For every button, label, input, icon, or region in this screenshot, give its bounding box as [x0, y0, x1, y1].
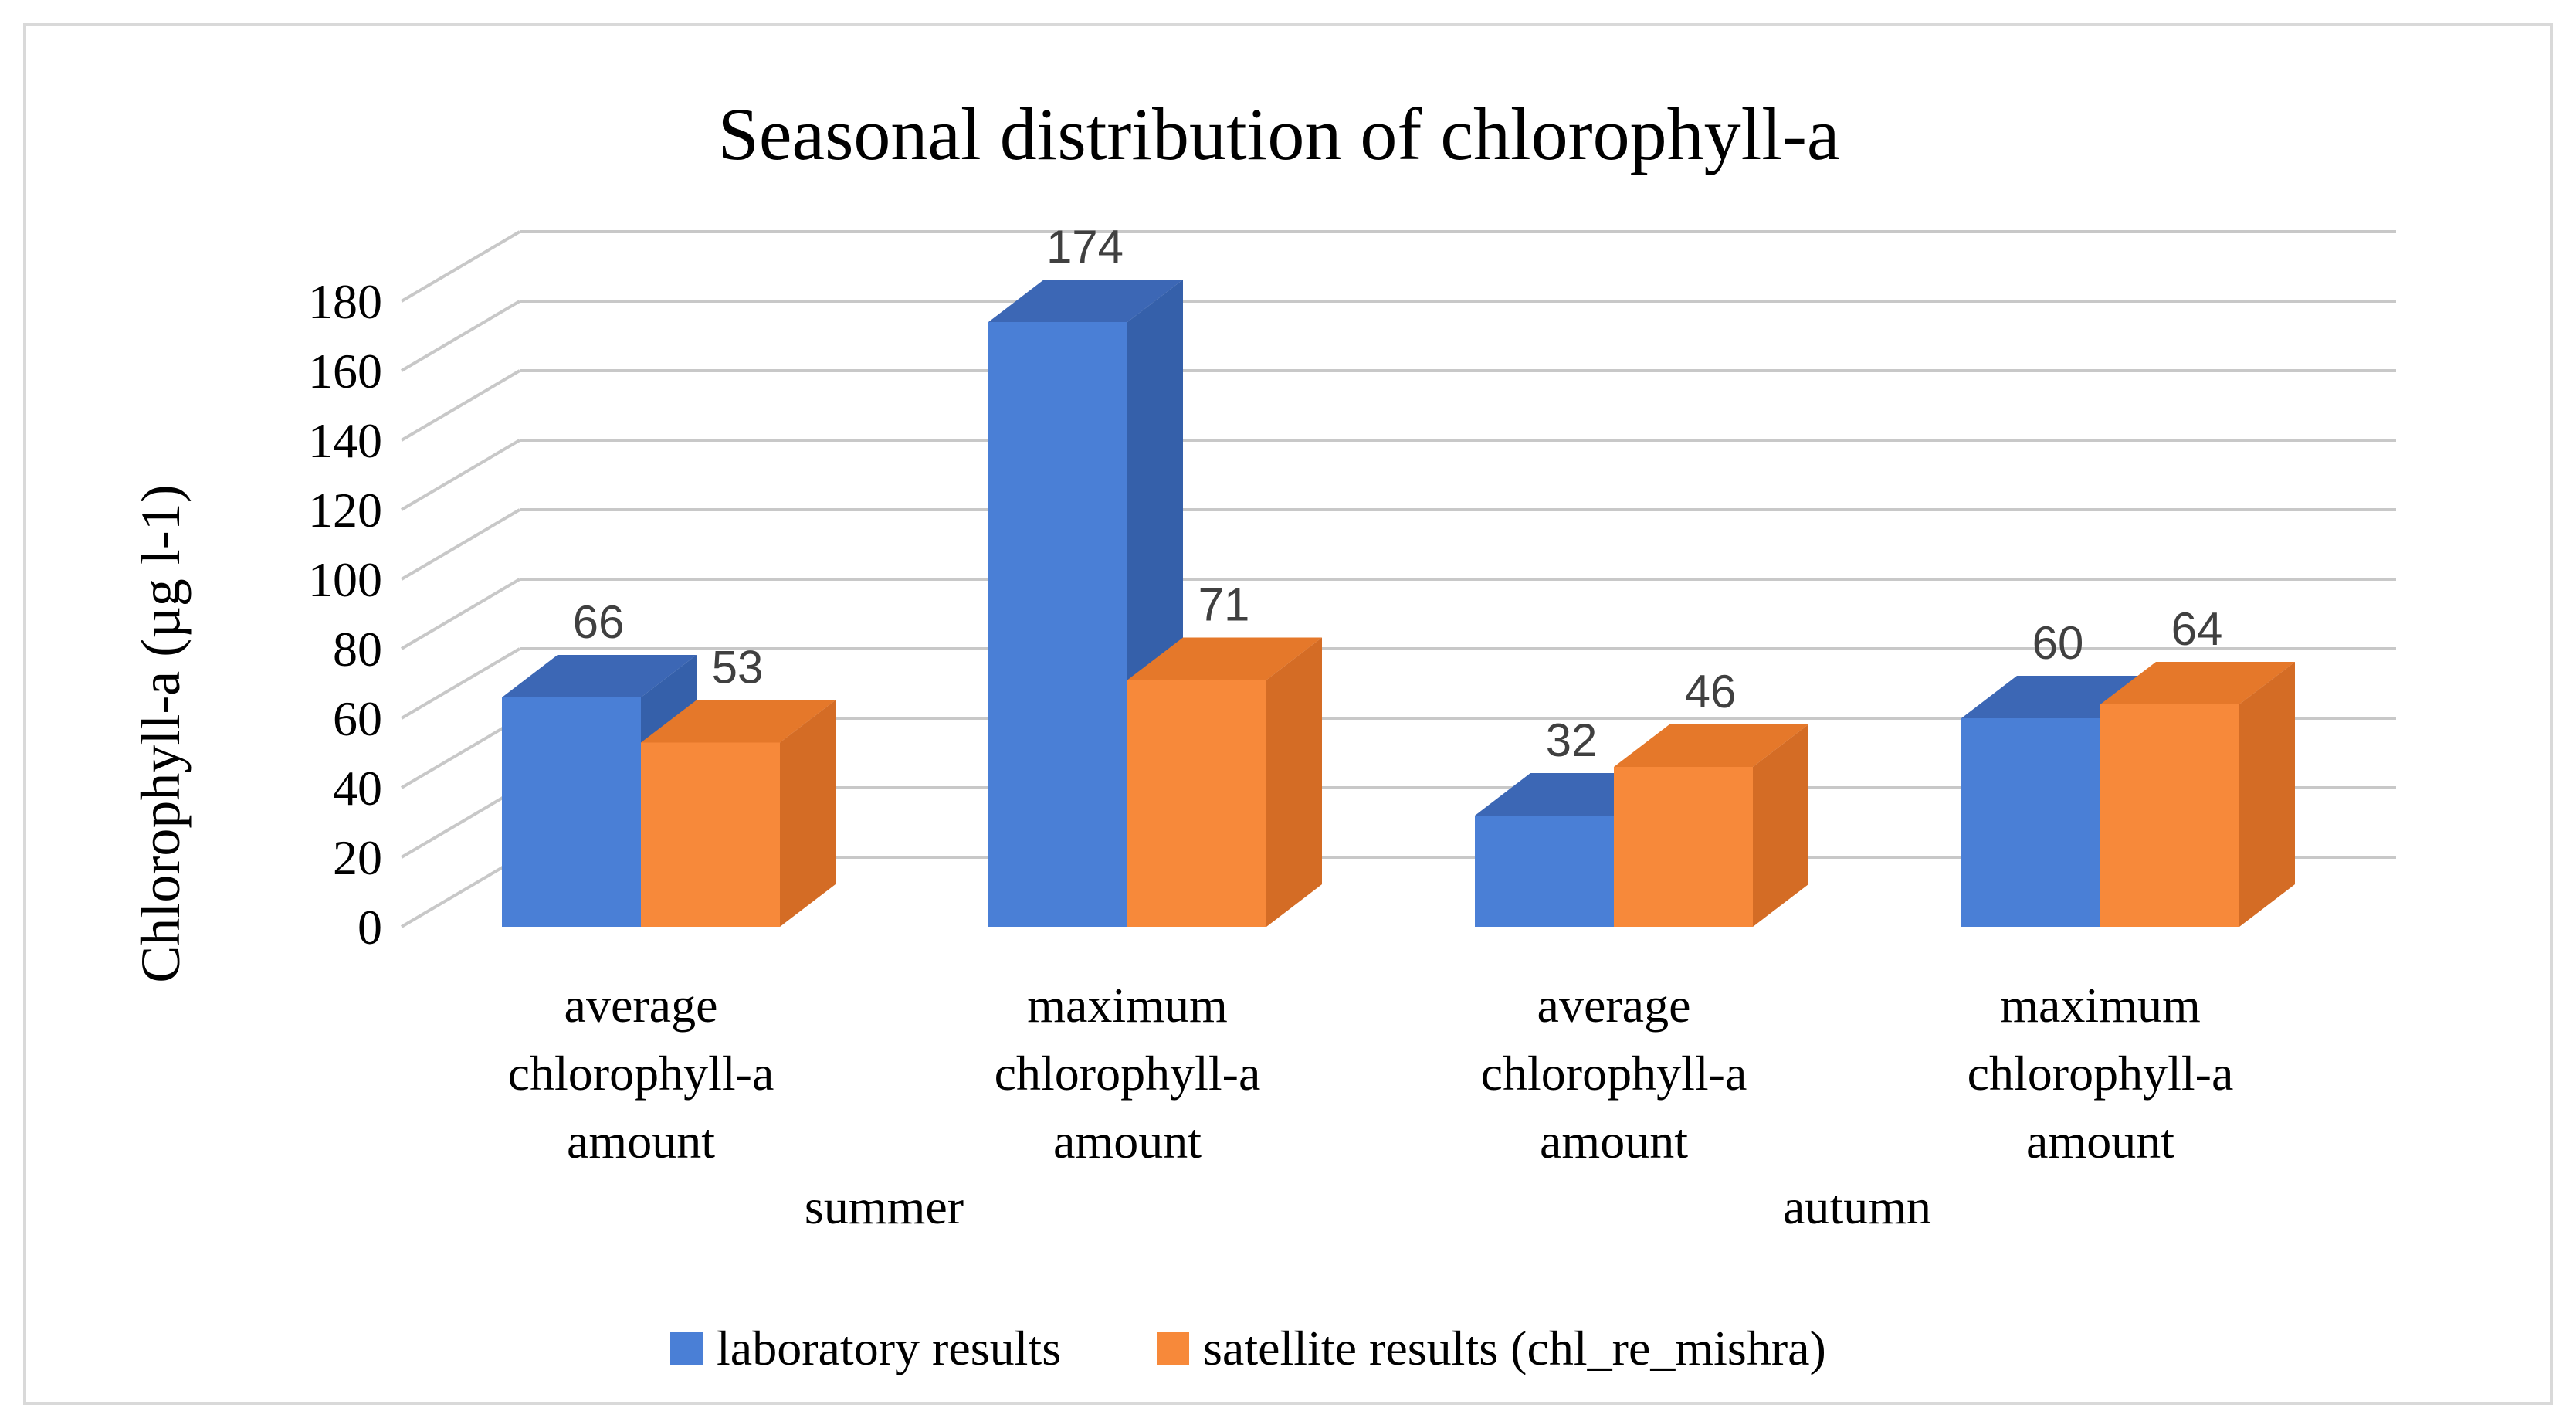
y-tick-label: 0	[358, 900, 382, 955]
bar-top-face	[502, 655, 697, 697]
gridline-diagonal	[400, 439, 521, 511]
y-tick-label: 60	[333, 691, 382, 746]
category-label: chlorophyll-a	[1968, 1046, 2234, 1101]
category-labels: average chlorophyll-a amount maximum chlorop…	[508, 978, 2234, 1169]
bar-satellite	[1614, 724, 1808, 927]
category-label: maximum	[2000, 978, 2201, 1033]
category-label: chlorophyll-a	[995, 1046, 1261, 1101]
data-label: 32	[1546, 714, 1598, 766]
legend-swatch	[1157, 1332, 1189, 1365]
data-labels: 66 53 174 71 32 46 60 64	[573, 221, 2223, 766]
y-tick-label: 80	[333, 622, 382, 677]
data-label: 46	[1685, 666, 1737, 717]
bar-front-face	[1614, 767, 1753, 927]
bar-side-face	[1753, 724, 1808, 927]
category-label: chlorophyll-a	[1481, 1046, 1747, 1101]
bar-satellite	[641, 700, 836, 927]
y-tick-label: 100	[308, 552, 382, 607]
data-label: 174	[1046, 221, 1124, 273]
gridline-diagonal	[400, 230, 521, 303]
y-tick-label: 140	[308, 413, 382, 468]
gridline-diagonal	[400, 300, 521, 372]
legend-label: satellite results (chl_re_mishra)	[1203, 1321, 1826, 1375]
y-tick-label: 160	[308, 344, 382, 399]
bar-top-face	[1127, 637, 1322, 680]
group-labels: summer autumn	[805, 1179, 1931, 1234]
gridline-diagonal	[400, 578, 521, 650]
y-tick-label: 40	[333, 761, 382, 816]
category-label: amount	[2026, 1114, 2174, 1169]
gridline-diagonal	[400, 786, 521, 859]
data-label: 64	[2171, 603, 2223, 655]
category-label: amount	[1053, 1114, 1202, 1169]
chart-title: Seasonal distribution of chlorophyll-a	[717, 93, 1839, 175]
category-label: average	[1537, 978, 1691, 1033]
bar-front-face	[1961, 718, 2100, 927]
bar-front-face	[2100, 704, 2239, 927]
bar-side-face	[2239, 662, 2295, 927]
bar-side-face	[780, 700, 836, 927]
bar-front-face	[641, 742, 780, 927]
group-label: autumn	[1783, 1179, 1931, 1234]
bar-top-face	[2100, 662, 2295, 704]
data-label: 53	[712, 642, 764, 694]
gridline-diagonal	[400, 717, 521, 789]
y-tick-label: 180	[308, 274, 382, 329]
category-label: amount	[567, 1114, 715, 1169]
data-label: 60	[2032, 617, 2084, 669]
bar-side-face	[1266, 637, 1322, 927]
y-tick-label: 20	[333, 830, 382, 885]
legend-label: laboratory results	[717, 1321, 1061, 1375]
bar-top-face	[641, 700, 836, 743]
y-tick-label: 120	[308, 483, 382, 538]
data-label: 66	[573, 596, 625, 648]
gridline-diagonal	[400, 856, 521, 928]
category-label: average	[564, 978, 718, 1033]
category-label: amount	[1540, 1114, 1688, 1169]
group-label: summer	[805, 1179, 964, 1234]
gridline-diagonal	[400, 647, 521, 720]
legend-swatch	[670, 1332, 703, 1365]
data-label: 71	[1198, 579, 1250, 631]
bar-front-face	[1127, 680, 1266, 927]
bar-front-face	[1475, 816, 1614, 927]
legend: laboratory results satellite results (chl…	[670, 1321, 1826, 1375]
bar-front-face	[988, 322, 1127, 927]
bars	[502, 280, 2295, 927]
bar-front-face	[502, 697, 641, 927]
gridline-diagonal	[400, 369, 521, 442]
bar-satellite	[2100, 662, 2295, 927]
y-axis-ticks: 0 20 40 60 80 100 120 140 160 180	[308, 274, 382, 955]
bar-top-face	[988, 280, 1183, 322]
category-label: maximum	[1027, 978, 1228, 1033]
bar-top-face	[1614, 724, 1808, 767]
gridline-diagonal	[400, 508, 521, 581]
y-axis-label: Chlorophyll-a (µg l-1)	[130, 484, 192, 982]
bar-satellite	[1127, 637, 1322, 927]
category-label: chlorophyll-a	[508, 1046, 774, 1101]
